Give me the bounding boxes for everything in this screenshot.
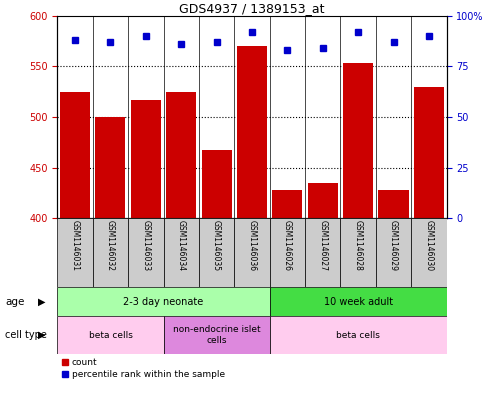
Text: beta cells: beta cells [88,331,132,340]
Bar [93,218,128,287]
Text: age: age [5,297,24,307]
Text: 2-3 day neonate: 2-3 day neonate [123,297,204,307]
Bar [95,117,126,218]
Text: non-endocrine islet
cells: non-endocrine islet cells [173,325,260,345]
Text: 10 week adult: 10 week adult [323,297,393,307]
Bar [199,218,235,287]
Bar [340,218,376,287]
Text: GSM1146035: GSM1146035 [212,220,221,271]
Bar [202,150,232,218]
Text: cell type: cell type [5,330,47,340]
Bar [376,218,411,287]
Text: beta cells: beta cells [336,331,380,340]
Bar [414,86,444,218]
Bar [269,316,447,354]
Bar [379,190,409,218]
Bar [166,92,196,218]
Bar [57,316,164,354]
Title: GDS4937 / 1389153_at: GDS4937 / 1389153_at [179,2,325,15]
Text: GSM1146036: GSM1146036 [248,220,256,271]
Text: GSM1146033: GSM1146033 [141,220,150,271]
Text: GSM1146027: GSM1146027 [318,220,327,271]
Text: ▶: ▶ [38,330,46,340]
Text: GSM1146026: GSM1146026 [283,220,292,271]
Bar [272,190,302,218]
Bar [305,218,340,287]
Bar [343,63,373,218]
Text: GSM1146034: GSM1146034 [177,220,186,271]
Bar [57,218,93,287]
Text: GSM1146029: GSM1146029 [389,220,398,271]
Text: GSM1146032: GSM1146032 [106,220,115,271]
Text: GSM1146031: GSM1146031 [70,220,79,271]
Bar [269,287,447,316]
Bar [57,287,269,316]
Text: GSM1146028: GSM1146028 [354,220,363,271]
Legend: count, percentile rank within the sample: count, percentile rank within the sample [62,358,225,379]
Text: ▶: ▶ [38,297,46,307]
Bar [164,218,199,287]
Bar [235,218,269,287]
Bar [269,218,305,287]
Bar [131,100,161,218]
Bar [164,316,269,354]
Bar [237,46,267,218]
Bar [60,92,90,218]
Bar [128,218,164,287]
Bar [308,183,338,218]
Bar [411,218,447,287]
Text: GSM1146030: GSM1146030 [425,220,434,271]
